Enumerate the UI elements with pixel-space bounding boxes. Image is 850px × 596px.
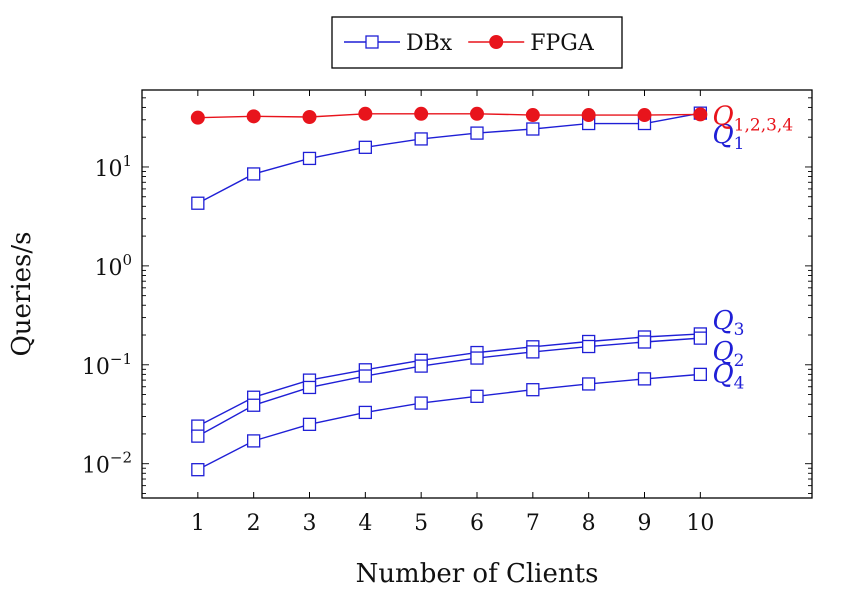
data-point [414, 396, 428, 410]
series-label: Q1 [712, 120, 744, 154]
series-line [197, 113, 701, 119]
legend-marker [489, 35, 504, 49]
series-dbx-q3: Q3 [191, 306, 744, 433]
data-point [247, 398, 261, 412]
y-tick-label: 10−1 [82, 350, 132, 380]
series-label: Q3 [712, 306, 744, 340]
data-point [302, 151, 317, 166]
data-point [470, 106, 484, 121]
data-point [191, 429, 205, 443]
data-point [693, 367, 707, 382]
series-dbx-q2: Q2 [191, 331, 744, 443]
series-label: Q2 [712, 337, 744, 371]
x-tick-label: 7 [526, 511, 540, 536]
data-point [637, 372, 652, 386]
data-point [470, 351, 484, 365]
y-tick-label: 10−2 [82, 449, 132, 479]
data-point [637, 108, 652, 123]
data-point [191, 463, 205, 477]
series-label: Q1,2,3,4 [712, 101, 793, 135]
x-tick-label: 6 [470, 511, 484, 536]
y-tick-label: 100 [94, 251, 132, 281]
data-point [581, 108, 596, 123]
series-line [197, 112, 701, 204]
plot-frame [141, 89, 813, 499]
data-point [247, 434, 261, 448]
data-point [526, 345, 540, 359]
data-point [302, 110, 317, 125]
data-point [414, 359, 428, 373]
data-point [358, 405, 372, 420]
legend-item-dbx: DBx [344, 31, 453, 56]
y-axis-label: Queries/s [7, 231, 37, 356]
data-point [693, 107, 708, 122]
series-line [197, 373, 701, 471]
data-point [637, 335, 652, 349]
data-point [526, 383, 540, 397]
series-label: Q4 [712, 359, 744, 393]
y-tick-label: 101 [94, 152, 132, 182]
data-point [470, 126, 484, 140]
data-point [526, 122, 540, 136]
x-tick-label: 5 [414, 511, 428, 536]
data-point [470, 389, 484, 403]
legend-marker [365, 35, 379, 49]
x-axis-label: Number of Clients [356, 559, 599, 589]
legend-item-fpga: FPGA [468, 31, 595, 56]
x-tick-label: 9 [638, 511, 652, 536]
data-point [247, 167, 261, 181]
data-point [414, 106, 429, 121]
data-point [358, 106, 373, 121]
data-point [414, 132, 428, 146]
series-line [197, 337, 701, 437]
legend: DBx FPGA [331, 16, 623, 69]
legend-label: FPGA [530, 31, 595, 56]
data-point [582, 377, 596, 391]
data-point [190, 110, 205, 125]
axes: 1 2 3 4 5 6 7 8 9 10 101 100 10−1 10−2 [82, 89, 812, 536]
data-point [302, 417, 317, 431]
x-tick-label: 4 [358, 511, 372, 536]
data-point [582, 339, 596, 354]
x-tick-label: 1 [191, 511, 205, 536]
data-point [693, 331, 707, 345]
data-point [191, 196, 205, 210]
x-tick-label: 3 [303, 511, 317, 536]
x-tick-label: 2 [247, 511, 261, 536]
legend-label: DBx [406, 31, 453, 56]
data-point [358, 369, 372, 383]
x-tick-label: 10 [686, 511, 714, 536]
x-tick-label: 8 [582, 511, 596, 536]
series-line [197, 333, 701, 427]
data-point [302, 380, 317, 395]
data-point [246, 109, 261, 124]
series-dbx-q4: Q4 [191, 359, 744, 477]
data-point [358, 140, 372, 154]
series-dbx-q1: Q1 [191, 106, 744, 210]
data-point [525, 108, 540, 123]
series-fpga-q1234: Q1,2,3,4 [190, 101, 793, 135]
